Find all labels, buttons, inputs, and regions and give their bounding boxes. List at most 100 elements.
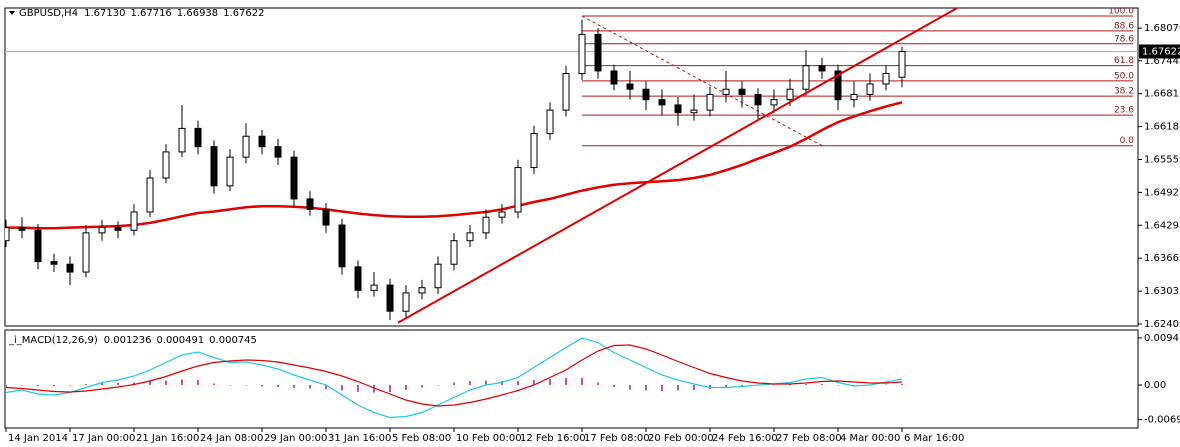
candle-body <box>5 227 10 242</box>
x-tick-label: 5 Feb 08:00 <box>392 433 451 444</box>
candle-body <box>98 227 106 234</box>
candle-body <box>898 51 906 78</box>
candle-body <box>690 109 698 114</box>
open-readout: 1.67130 <box>84 8 125 19</box>
candle-body <box>754 93 762 106</box>
candle-body <box>290 156 298 200</box>
candle-body <box>34 229 42 263</box>
macd-histogram-bar <box>789 384 791 385</box>
macd-readout: 0.001236 <box>104 335 152 346</box>
candle-body <box>706 93 714 111</box>
macd-histogram-bar <box>117 383 119 385</box>
candle-body <box>594 33 602 72</box>
macd-histogram-bar <box>613 385 615 387</box>
x-tick-label: 27 Feb 08:00 <box>776 433 842 444</box>
candle-body <box>130 211 138 231</box>
candle-body <box>82 232 90 273</box>
macd-histogram-bar <box>437 385 439 386</box>
macd-histogram-bar <box>325 385 327 389</box>
y-tick-label: 1.62405 <box>1144 319 1180 330</box>
macd-main-line <box>5 337 903 419</box>
macd-histogram-bar <box>805 384 807 385</box>
candle-body <box>322 208 330 226</box>
candle-body <box>274 146 282 158</box>
macd-histogram-bar <box>549 379 551 385</box>
macd-histogram-bar <box>85 384 87 385</box>
y-tick-label: 1.63665 <box>1144 253 1180 264</box>
candle-body <box>226 156 234 187</box>
candle-body <box>162 151 170 179</box>
macd-readout: 0.000745 <box>209 335 257 346</box>
candle-body <box>146 177 154 213</box>
fibo-label: 38.2 <box>1114 87 1134 97</box>
candle-body <box>242 135 250 158</box>
fibo-label: 61.8 <box>1114 56 1134 66</box>
macd-histogram-bar <box>277 385 279 387</box>
macd-y-tick-label: 0.009418 <box>1144 333 1180 344</box>
axes: 1.68070 1.67445 1.66815 1.66185 1.65555 1.649… <box>5 23 1180 444</box>
candle-body <box>770 99 778 106</box>
x-tick-label: 20 Feb 00:00 <box>648 433 714 444</box>
fibo-label: 88.6 <box>1114 21 1134 31</box>
macd-histogram-bar <box>181 379 183 385</box>
candle-body <box>802 65 810 90</box>
macd-histogram-bar <box>21 385 23 386</box>
candle-body <box>450 240 458 265</box>
chart-header: GBPUSD,H4 1.67130 1.67716 1.66938 1.67622 <box>19 8 265 19</box>
macd-histogram-bar <box>821 384 823 385</box>
macd-histogram-bar <box>741 385 743 387</box>
y-tick-label: 1.68070 <box>1144 23 1180 34</box>
macd-histogram-bar <box>725 385 727 388</box>
candle-body <box>546 109 554 135</box>
candle-body <box>530 133 538 169</box>
macd-y-tick-label: 0.00 <box>1144 380 1166 391</box>
y-tick-label: 1.67445 <box>1144 56 1180 67</box>
candle-body <box>786 88 794 101</box>
x-tick-label: 24 Feb 16:00 <box>712 433 778 444</box>
macd-plot <box>5 337 903 419</box>
candle-body <box>338 224 346 268</box>
macd-histogram-bar <box>245 385 247 386</box>
candle-body <box>178 127 186 153</box>
candle-body <box>514 167 522 213</box>
candle-body <box>866 83 874 95</box>
macd-histogram-bar <box>469 381 471 385</box>
macd-histogram-bar <box>53 385 55 386</box>
current-price-label: 1.67622 <box>1142 47 1180 58</box>
macd-histogram-bar <box>565 378 567 385</box>
candle-body <box>834 70 842 101</box>
macd-histogram-bar <box>5 385 7 387</box>
macd-histogram-bar <box>37 385 39 386</box>
macd-histogram-bar <box>453 382 455 385</box>
candle-body <box>642 88 650 101</box>
high-readout: 1.67716 <box>130 8 171 19</box>
candle-body <box>818 65 826 72</box>
macd-y-tick-label: -0.006926 <box>1144 415 1180 426</box>
x-tick-label: 17 Jan 00:00 <box>72 433 135 444</box>
macd-histogram-bar <box>645 385 647 391</box>
main-plot: 100.0 88.6 78.6 61.8 50.0 38.2 23.6 0.0 <box>5 7 1138 324</box>
macd-histogram-bar <box>341 385 343 391</box>
fibo-label: 100.0 <box>1108 7 1134 17</box>
candle-body <box>402 292 410 312</box>
y-tick-label: 1.65555 <box>1144 154 1180 165</box>
macd-histogram-bar <box>693 385 695 390</box>
candle-body <box>674 104 682 114</box>
candle-body <box>578 33 586 75</box>
candle-body <box>482 216 490 234</box>
candle-body <box>18 227 26 231</box>
macd-histogram-bar <box>661 385 663 391</box>
candle-body <box>738 88 746 95</box>
current-price-box <box>1139 44 1180 59</box>
candle-body <box>882 73 890 85</box>
candle-body <box>418 287 426 294</box>
macd-histogram-bar <box>261 385 263 387</box>
macd-histogram-bar <box>197 380 199 385</box>
candle-body <box>498 211 506 218</box>
x-tick-label: 12 Feb 16:00 <box>520 433 586 444</box>
macd-histogram-bar <box>69 385 71 386</box>
candle-body <box>114 227 122 231</box>
x-tick-label: 10 Feb 00:00 <box>456 433 522 444</box>
macd-histogram-bar <box>405 385 407 390</box>
